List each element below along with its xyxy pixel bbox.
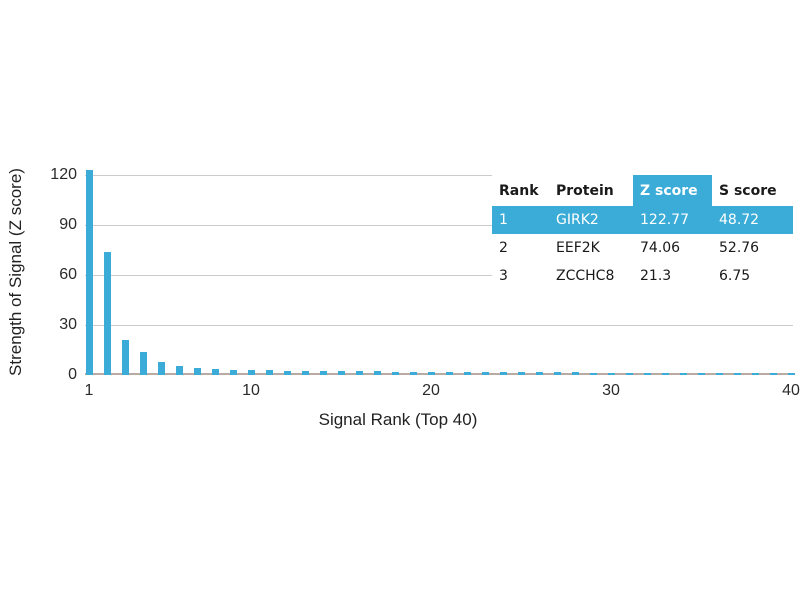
- plot-area: [85, 155, 795, 375]
- bar: [337, 371, 345, 375]
- bar: [535, 372, 543, 375]
- bar: [697, 372, 705, 375]
- bar: [733, 372, 741, 375]
- cell-s-score: 6.75: [719, 268, 751, 284]
- cell-protein: GIRK2: [549, 206, 633, 234]
- table-row: 3 ZCCHC8 21.3 6.75: [492, 262, 793, 290]
- x-tick-label: 1: [84, 382, 94, 399]
- cell-rank: 3: [499, 268, 508, 284]
- bar: [499, 372, 507, 375]
- bar: [409, 371, 417, 375]
- cell-s-score: 52.76: [719, 240, 760, 256]
- bar: [229, 369, 237, 375]
- x-tick-label: 10: [242, 382, 260, 399]
- bar: [607, 372, 615, 375]
- bar: [787, 373, 795, 375]
- bar: [103, 251, 111, 375]
- bar: [445, 371, 453, 375]
- x-tick-label: 40: [782, 382, 800, 399]
- bar: [193, 368, 201, 375]
- cell-z-score: 74.06: [640, 240, 681, 256]
- y-tick-label: 30: [59, 316, 77, 333]
- bar: [157, 362, 165, 375]
- bar: [589, 372, 597, 375]
- gridline: [85, 274, 793, 276]
- bar: [283, 370, 291, 375]
- bar: [355, 371, 363, 375]
- bar: [715, 372, 723, 375]
- bar: [427, 371, 435, 375]
- bar: [85, 170, 93, 375]
- header-s-score: S score: [719, 182, 777, 199]
- bar: [679, 372, 687, 375]
- cell-protein: EEF2K: [556, 240, 600, 256]
- cell-protein: ZCCHC8: [556, 268, 615, 284]
- gridline: [85, 324, 793, 326]
- bar: [553, 372, 561, 375]
- table-row: 2 EEF2K 74.06 52.76: [492, 234, 793, 262]
- header-z-score: Z score: [633, 175, 712, 206]
- x-axis-line: [85, 373, 793, 375]
- x-axis-title: Signal Rank (Top 40): [318, 410, 478, 429]
- x-tick-label: 20: [422, 382, 440, 399]
- bar: [571, 372, 579, 375]
- cell-rank: 2: [499, 240, 508, 256]
- bar: [319, 371, 327, 375]
- bar: [481, 372, 489, 375]
- header-rank: Rank: [499, 182, 539, 199]
- bar: [625, 372, 633, 375]
- cell-z-score: 21.3: [640, 268, 672, 284]
- x-tick-label: 30: [602, 382, 620, 399]
- table-row: 1 GIRK2 122.77 48.72: [492, 206, 793, 234]
- cell-s-score: 48.72: [712, 206, 793, 234]
- bar: [211, 369, 219, 375]
- bar: [643, 372, 651, 375]
- header-protein: Protein: [556, 182, 614, 199]
- bar: [463, 371, 471, 375]
- bar: [751, 373, 759, 375]
- bar: [265, 370, 273, 375]
- bar: [769, 373, 777, 375]
- bar: [175, 366, 183, 375]
- y-tick-label: 0: [68, 366, 77, 383]
- y-tick-label: 90: [59, 216, 77, 233]
- bar: [139, 352, 147, 375]
- y-tick-label: 120: [50, 166, 77, 183]
- bar: [247, 370, 255, 375]
- bar: [121, 339, 129, 375]
- gridline: [85, 174, 793, 176]
- y-tick-label: 60: [59, 266, 77, 283]
- bar: [661, 372, 669, 375]
- bar: [391, 371, 399, 375]
- cell-z-score: 122.77: [633, 206, 712, 234]
- table-header-row: Rank Protein Z score S score: [492, 175, 793, 206]
- results-table: Rank Protein Z score S score 1 GIRK2 122…: [492, 175, 793, 290]
- cell-rank: 1: [492, 206, 549, 234]
- bar: [373, 371, 381, 375]
- bar: [301, 370, 309, 375]
- bar: [517, 372, 525, 375]
- gridline: [85, 224, 793, 226]
